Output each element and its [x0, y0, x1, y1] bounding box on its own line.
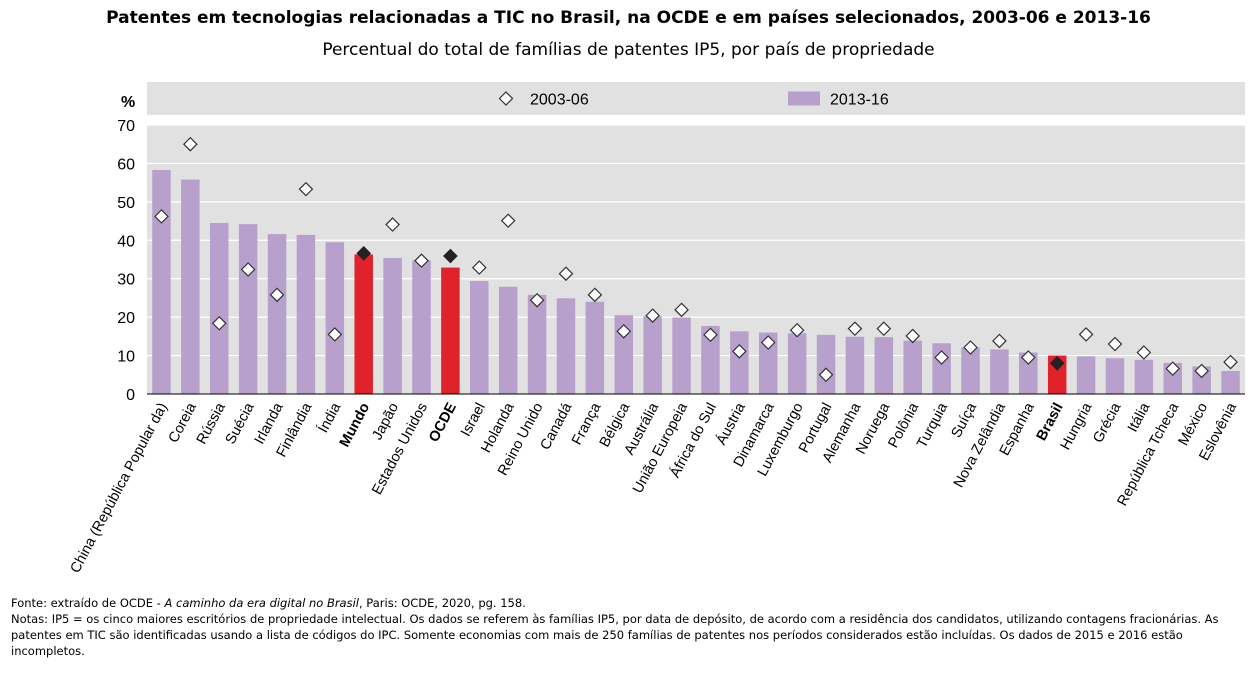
y-tick-label: 20: [117, 310, 135, 327]
x-tick-label: OCDE: [426, 400, 460, 445]
diamond-marker: [327, 327, 343, 342]
bar: [961, 347, 980, 394]
diamond-marker: [645, 308, 661, 323]
y-tick-label: 50: [117, 195, 135, 212]
diamond-marker: [1078, 327, 1094, 342]
bar: [701, 325, 720, 394]
diamond-marker: [674, 302, 689, 318]
diamond-marker: [1020, 350, 1036, 365]
legend-background: [147, 82, 1245, 115]
bar: [1105, 358, 1125, 394]
diamond-marker: [154, 209, 169, 224]
bar: [470, 281, 489, 394]
chart-title: Patentes em tecnologias relacionadas a T…: [106, 8, 1151, 28]
bar: [672, 317, 691, 394]
bar: [614, 315, 634, 394]
y-axis-label: %: [121, 94, 135, 111]
bar: [498, 286, 518, 394]
diamond-marker: [587, 287, 603, 303]
diamond-marker: [1165, 361, 1181, 376]
diamond-marker: [182, 136, 198, 152]
bar: [527, 294, 547, 394]
x-tick-label: Índia: [315, 399, 345, 436]
notes-text: Notas: IP5 = os cinco maiores escritório…: [11, 612, 1219, 658]
bar: [787, 333, 807, 394]
legend-label-2003-06: 2003-06: [530, 92, 589, 109]
diamond-marker: [1223, 354, 1238, 370]
bar: [903, 340, 922, 394]
y-tick-label: 30: [117, 272, 135, 289]
bar: [643, 316, 662, 394]
legend-label-2013-16: 2013-16: [830, 92, 889, 109]
x-tick-label: Itália: [1125, 400, 1154, 435]
source-line: Fonte: extraído de OCDE - A caminho da e…: [11, 596, 526, 610]
diamond-marker: [269, 287, 285, 303]
diamond-marker: [934, 350, 949, 365]
diamond-marker: [905, 328, 921, 344]
bar: [238, 224, 258, 394]
bar: [816, 334, 836, 394]
x-tick-label: Estados Unidos: [369, 400, 431, 497]
bar: [209, 222, 229, 394]
bar: [296, 234, 316, 394]
diamond-marker: [500, 213, 516, 229]
bar: [990, 349, 1009, 394]
diamond-marker: [443, 248, 458, 264]
bar: [1076, 356, 1096, 394]
diamond-marker: [356, 246, 372, 261]
x-tick-label: Grécia: [1090, 400, 1125, 446]
bar: [585, 301, 605, 394]
bar: [1019, 352, 1038, 394]
bar: [354, 254, 373, 394]
bar-chart: 0 10 20 30 40 50 60 70% China (República Popular…: [68, 82, 1245, 576]
bar: [758, 332, 778, 394]
bar: [267, 234, 287, 394]
diamond-marker: [298, 181, 314, 197]
diamond-marker: [847, 321, 863, 337]
diamond-marker: [414, 253, 429, 269]
bar: [412, 260, 431, 394]
bar: [874, 337, 894, 394]
diamond-marker: [529, 292, 545, 308]
bar: [441, 267, 460, 394]
diamond-marker: [731, 343, 747, 359]
diamond-marker: [760, 335, 776, 350]
bar: [1221, 370, 1240, 394]
diamond-marker: [211, 315, 227, 331]
diamond-marker: [1049, 355, 1065, 371]
x-tick-label: China (República Popular da): [68, 400, 171, 575]
bar: [730, 331, 749, 394]
diamond-marker: [558, 266, 574, 282]
diamond-marker: [616, 324, 632, 339]
diamond-marker: [703, 327, 718, 343]
legend-swatch-2013-16: [788, 91, 820, 106]
diamond-marker: [1136, 345, 1152, 360]
y-tick-label: 70: [117, 118, 135, 135]
bar: [556, 298, 576, 394]
chart-subtitle: Percentual do total de famílias de paten…: [322, 40, 935, 60]
bar: [1134, 359, 1154, 394]
y-tick-label: 60: [117, 156, 135, 173]
y-tick-label: 40: [117, 233, 135, 250]
diamond-marker: [471, 260, 487, 275]
diamond-marker: [876, 321, 892, 337]
bar: [152, 169, 171, 394]
diamond-marker: [963, 340, 978, 355]
bar: [383, 257, 402, 394]
y-tick-label: 0: [126, 387, 135, 404]
diamond-marker: [385, 217, 400, 232]
diamond-marker: [1194, 363, 1210, 379]
source-notes: Fonte: extraído de OCDE - A caminho da e…: [11, 595, 1251, 659]
bar: [181, 179, 200, 394]
diamond-marker: [789, 322, 805, 338]
bar: [325, 242, 345, 394]
legend-marker-2003-06: [498, 91, 514, 106]
diamond-marker: [240, 262, 256, 277]
bar: [845, 336, 865, 394]
diamond-marker: [992, 333, 1007, 349]
y-tick-label: 10: [117, 349, 135, 366]
x-tick-label: Israel: [458, 400, 489, 439]
diamond-marker: [1107, 336, 1123, 352]
diamond-marker: [818, 367, 834, 383]
